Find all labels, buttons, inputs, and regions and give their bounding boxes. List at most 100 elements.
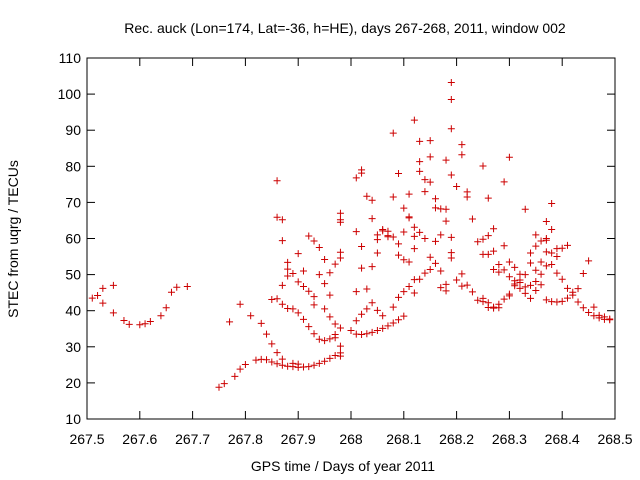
data-point-marker [379, 225, 387, 233]
data-point-marker [358, 166, 366, 174]
data-point-marker [442, 280, 450, 288]
data-point-marker [553, 269, 561, 277]
data-point-marker [410, 223, 418, 231]
data-point-marker [553, 253, 561, 261]
data-point-marker [363, 330, 371, 338]
data-point-marker [336, 324, 344, 332]
data-point-marker [426, 137, 434, 145]
data-point-marker [263, 356, 271, 364]
data-point-marker [537, 270, 545, 278]
data-point-marker [368, 299, 376, 307]
x-tick-label: 267.9 [281, 431, 316, 447]
x-tick-label: 268.3 [492, 431, 527, 447]
data-point-marker [352, 288, 360, 296]
data-point-marker [389, 303, 397, 311]
data-point-marker [358, 310, 366, 318]
data-point-marker [284, 265, 292, 273]
x-tick-label: 268.1 [386, 431, 421, 447]
data-point-marker [410, 116, 418, 124]
data-point-marker [183, 283, 191, 291]
x-axis-label: GPS time / Days of year 2011 [251, 458, 435, 474]
data-point-marker [421, 188, 429, 196]
data-point-marker [331, 260, 339, 268]
data-point-marker [400, 256, 408, 264]
data-point-marker [173, 283, 181, 291]
data-point-marker [500, 178, 508, 186]
data-point-marker [548, 225, 556, 233]
data-point-marker [416, 158, 424, 166]
data-point-marker [542, 236, 550, 244]
data-point-marker [321, 255, 329, 263]
data-point-marker [389, 193, 397, 201]
data-point-marker [405, 214, 413, 222]
data-point-marker [595, 314, 603, 322]
data-point-marker [299, 283, 307, 291]
data-point-marker [606, 316, 614, 324]
data-point-marker [236, 365, 244, 373]
data-point-marker [542, 218, 550, 226]
y-tick-label: 90 [65, 122, 81, 138]
data-point-marker [395, 293, 403, 301]
data-point-marker [331, 334, 339, 342]
data-point-marker [167, 288, 175, 296]
data-point-marker [542, 248, 550, 256]
axis-ticks: 267.5 267.6 267.7 267.8 267.9 268 268.1 268.2 26… [58, 50, 633, 447]
y-tick-label: 80 [65, 158, 81, 174]
data-point-marker [426, 178, 434, 186]
data-point-marker [247, 312, 255, 320]
data-point-marker [431, 204, 439, 212]
data-point-marker [395, 240, 403, 248]
data-point-marker [278, 355, 286, 363]
chart-title: Rec. auck (Lon=174, Lat=-36, h=HE), days… [124, 20, 566, 36]
data-point-marker [532, 231, 540, 239]
data-point-marker [321, 357, 329, 365]
data-point-marker [273, 295, 281, 303]
data-point-marker [416, 228, 424, 236]
data-point-marker [379, 324, 387, 332]
data-point-marker [521, 205, 529, 213]
data-point-marker [273, 360, 281, 368]
data-point-marker [505, 292, 513, 300]
data-point-marker [474, 296, 482, 304]
data-point-marker [490, 266, 498, 274]
data-point-marker [453, 276, 461, 284]
data-point-marker [400, 228, 408, 236]
data-point-marker [416, 137, 424, 145]
data-point-marker [125, 320, 133, 328]
data-point-marker [294, 250, 302, 258]
data-point-marker [157, 312, 165, 320]
data-point-marker [532, 266, 540, 274]
data-point-marker [410, 245, 418, 253]
data-point-marker [146, 318, 154, 326]
data-point-marker [241, 360, 249, 368]
data-point-marker [278, 281, 286, 289]
data-point-marker [395, 251, 403, 259]
data-point-marker [273, 349, 281, 357]
data-point-marker [310, 301, 318, 309]
data-point-marker [474, 238, 482, 246]
data-point-marker [500, 266, 508, 274]
data-point-marker [373, 249, 381, 257]
data-point-marker [527, 259, 535, 267]
x-tick-label: 268.2 [439, 431, 474, 447]
data-point-marker [479, 294, 487, 302]
data-point-marker [294, 309, 302, 317]
data-point-marker [331, 351, 339, 359]
data-point-marker [410, 232, 418, 240]
data-point-marker [384, 233, 392, 241]
data-point-marker [336, 352, 344, 360]
data-point-marker [532, 277, 540, 285]
data-point-marker [268, 296, 276, 304]
x-tick-label: 267.8 [228, 431, 263, 447]
data-point-marker [373, 327, 381, 335]
data-point-marker [447, 254, 455, 262]
data-point-marker [548, 260, 556, 268]
data-point-marker [368, 215, 376, 223]
data-point-marker [236, 300, 244, 308]
data-point-marker [263, 330, 271, 338]
data-point-marker [368, 196, 376, 204]
data-point-marker [505, 258, 513, 266]
data-point-marker [500, 242, 508, 250]
